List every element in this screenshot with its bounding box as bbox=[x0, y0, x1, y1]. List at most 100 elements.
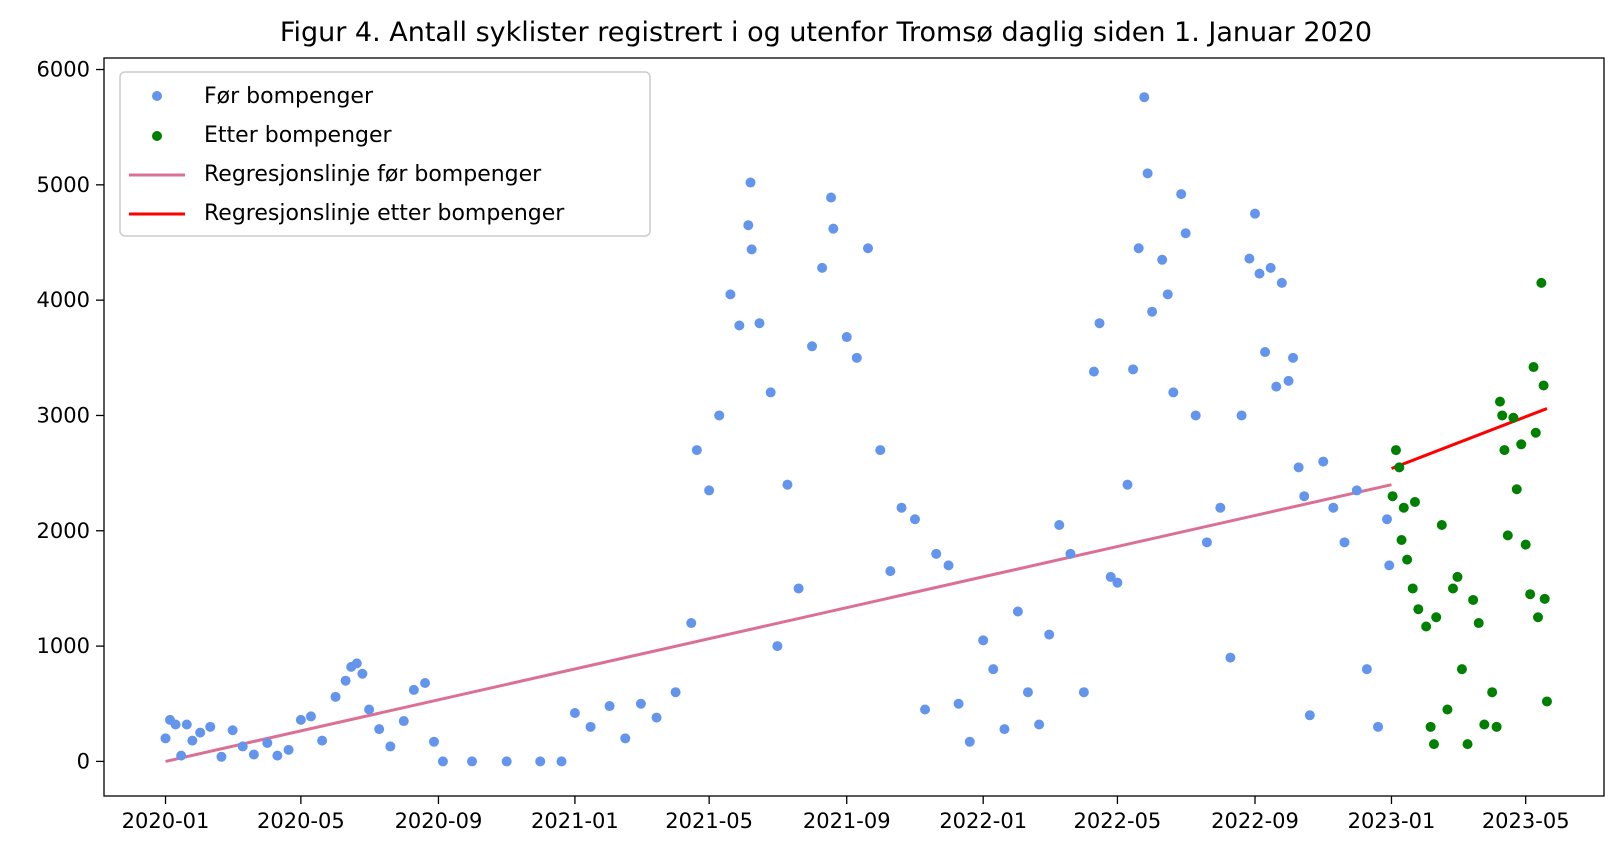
point-before bbox=[1176, 189, 1187, 200]
point-before bbox=[964, 736, 975, 747]
point-after bbox=[1431, 612, 1442, 623]
point-after bbox=[1421, 621, 1432, 632]
point-before bbox=[1139, 92, 1150, 103]
point-after bbox=[1502, 530, 1513, 541]
point-before bbox=[885, 566, 896, 577]
series-after bbox=[1387, 277, 1552, 750]
x-axis: 2020-01 2020-05 2020-09 2021-01 2021-05 2021-… bbox=[122, 796, 1570, 833]
point-after bbox=[1473, 618, 1484, 629]
point-before bbox=[262, 737, 273, 748]
point-after bbox=[1520, 539, 1531, 550]
legend-label-after: Etter bompenger bbox=[204, 123, 393, 148]
point-before bbox=[351, 658, 362, 669]
point-before bbox=[714, 410, 725, 421]
point-before bbox=[1180, 228, 1191, 239]
point-before bbox=[826, 192, 837, 203]
point-before bbox=[1142, 168, 1153, 179]
point-before bbox=[772, 641, 783, 652]
point-before bbox=[1147, 306, 1158, 317]
y-tick-label: 5000 bbox=[37, 173, 90, 197]
point-before bbox=[1318, 456, 1329, 467]
point-before bbox=[437, 756, 448, 767]
point-before bbox=[1373, 721, 1384, 732]
point-before bbox=[205, 721, 216, 732]
point-before bbox=[1299, 491, 1310, 502]
x-tick-label: 2021-09 bbox=[803, 809, 891, 833]
point-before bbox=[1128, 364, 1139, 375]
point-before bbox=[635, 698, 646, 709]
legend-label-reg-before: Regresjonslinje før bompenger bbox=[204, 162, 542, 187]
point-after bbox=[1452, 571, 1463, 582]
x-tick-label: 2022-01 bbox=[939, 809, 1027, 833]
x-tick-label: 2023-01 bbox=[1348, 809, 1436, 833]
y-axis: 0 1000 2000 3000 4000 5000 6000 bbox=[37, 58, 104, 773]
point-after bbox=[1479, 719, 1490, 730]
point-before bbox=[1293, 462, 1304, 473]
point-before bbox=[1271, 381, 1282, 392]
point-before bbox=[170, 719, 181, 730]
y-tick-label: 1000 bbox=[37, 634, 90, 658]
point-before bbox=[585, 721, 596, 732]
point-before bbox=[793, 583, 804, 594]
point-before bbox=[651, 712, 662, 723]
point-after bbox=[1525, 589, 1536, 600]
point-before bbox=[745, 177, 756, 188]
point-before bbox=[1112, 577, 1123, 588]
point-before bbox=[1283, 375, 1294, 386]
point-before bbox=[1254, 268, 1265, 279]
point-before bbox=[1105, 571, 1116, 582]
point-before bbox=[1351, 485, 1362, 496]
point-after bbox=[1394, 462, 1405, 473]
point-before bbox=[943, 560, 954, 571]
point-before bbox=[1065, 548, 1076, 559]
point-before bbox=[1236, 410, 1247, 421]
point-before bbox=[1304, 710, 1315, 721]
point-after bbox=[1528, 362, 1539, 373]
point-before bbox=[160, 733, 171, 744]
point-after bbox=[1541, 696, 1552, 707]
point-before bbox=[734, 320, 745, 331]
series-before bbox=[160, 92, 1395, 767]
y-tick-label: 3000 bbox=[37, 403, 90, 427]
point-before bbox=[1276, 277, 1287, 288]
point-before bbox=[295, 714, 306, 725]
point-after bbox=[1456, 664, 1467, 675]
point-after bbox=[1494, 396, 1505, 407]
point-before bbox=[305, 711, 316, 722]
point-after bbox=[1538, 380, 1549, 391]
point-after bbox=[1402, 554, 1413, 565]
point-before bbox=[1054, 520, 1065, 531]
point-before bbox=[195, 727, 206, 738]
point-before bbox=[1133, 243, 1144, 254]
point-after bbox=[1407, 583, 1418, 594]
y-tick-label: 2000 bbox=[37, 519, 90, 543]
point-before bbox=[896, 502, 907, 513]
point-before bbox=[765, 387, 776, 398]
point-before bbox=[1094, 318, 1105, 329]
point-before bbox=[691, 445, 702, 456]
x-tick-label: 2020-01 bbox=[122, 809, 210, 833]
point-before bbox=[920, 704, 931, 715]
chart-title: Figur 4. Antall syklister registrert i o… bbox=[280, 17, 1372, 48]
point-before bbox=[364, 704, 375, 715]
point-before bbox=[1384, 560, 1395, 571]
x-tick-label: 2023-05 bbox=[1482, 809, 1570, 833]
point-before bbox=[931, 548, 942, 559]
point-before bbox=[501, 756, 512, 767]
point-before bbox=[686, 618, 697, 629]
point-before bbox=[1157, 254, 1168, 265]
point-before bbox=[408, 684, 419, 695]
point-before bbox=[374, 724, 385, 735]
point-before bbox=[1044, 629, 1055, 640]
point-before bbox=[248, 749, 259, 760]
point-before bbox=[1088, 366, 1099, 377]
point-after bbox=[1499, 445, 1510, 456]
point-before bbox=[862, 243, 873, 254]
x-tick-label: 2021-01 bbox=[531, 809, 619, 833]
regression-lines bbox=[165, 407, 1548, 763]
y-tick-label: 6000 bbox=[37, 58, 90, 82]
point-before bbox=[1022, 687, 1033, 698]
point-before bbox=[216, 751, 227, 762]
point-before bbox=[670, 687, 681, 698]
point-before bbox=[330, 691, 341, 702]
